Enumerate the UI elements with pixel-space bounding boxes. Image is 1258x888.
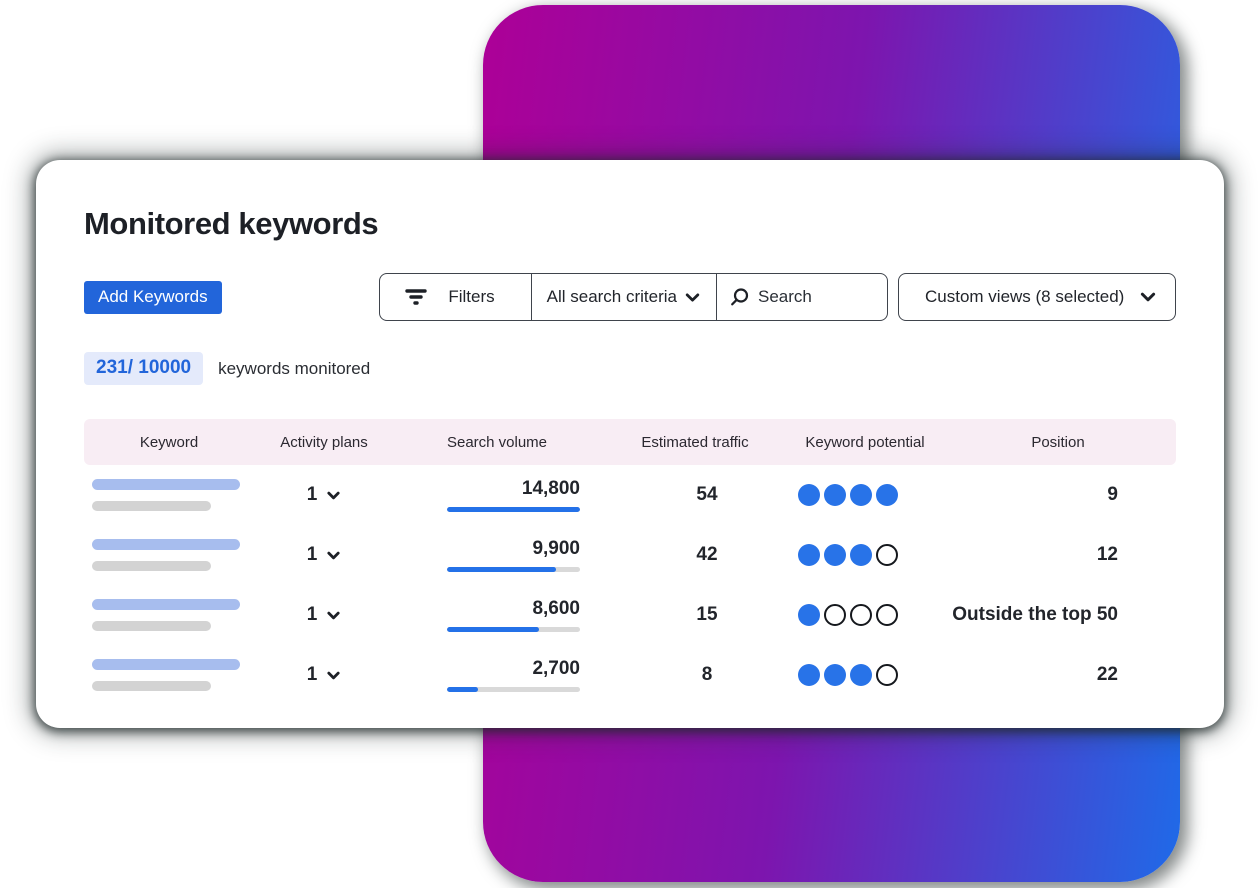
search-volume-cell: 2,700 [394, 658, 600, 692]
keyword-placeholder [84, 539, 254, 571]
filter-toolbar-group: Filters All search criteria [379, 273, 888, 321]
potential-dot-filled [798, 544, 820, 566]
column-header-search-volume: Search volume [446, 433, 548, 451]
potential-dot-filled [798, 604, 820, 626]
potential-dot-filled [798, 484, 820, 506]
search-volume-bar [447, 627, 580, 632]
monitored-keywords-card: Monitored keywords Add Keywords Filters … [36, 160, 1224, 728]
column-header-keyword-potential: Keyword potential [805, 433, 925, 451]
counter-label: keywords monitored [218, 358, 371, 378]
keyword-placeholder [84, 599, 254, 631]
search-box [716, 274, 887, 320]
custom-views-dropdown[interactable]: Custom views (8 selected) [898, 273, 1176, 321]
filter-lines-icon [405, 289, 428, 305]
potential-dot-filled [824, 544, 846, 566]
table-row: 1 9,900 42 12 [84, 525, 1176, 585]
search-volume-bar [447, 507, 580, 512]
estimated-traffic-value: 54 [696, 484, 718, 505]
chevron-down-icon [327, 551, 340, 559]
position-value: 12 [1096, 544, 1118, 565]
search-volume-value: 8,600 [532, 598, 580, 619]
table-row: 1 14,800 54 9 [84, 465, 1176, 525]
activity-plans-dropdown[interactable]: 1 [254, 664, 394, 686]
keyword-placeholder-bar-primary [92, 539, 240, 550]
magnifier-icon [731, 288, 749, 306]
keyword-placeholder-bar-secondary [92, 681, 211, 691]
table-row: 1 2,700 8 22 [84, 645, 1176, 705]
chevron-down-icon [1140, 292, 1156, 302]
keyword-placeholder [84, 479, 254, 511]
activity-plans-value: 1 [306, 604, 318, 625]
potential-dot-filled [824, 664, 846, 686]
custom-views-label: Custom views (8 selected) [925, 287, 1125, 306]
activity-plans-dropdown[interactable]: 1 [254, 604, 394, 626]
position-value: 22 [1096, 664, 1118, 685]
position-value: 9 [1107, 484, 1118, 505]
column-header-position: Position [1031, 433, 1085, 451]
chevron-down-icon [327, 671, 340, 679]
keyword-placeholder-bar-secondary [92, 561, 211, 571]
potential-dot-empty [876, 604, 898, 626]
potential-dot-empty [824, 604, 846, 626]
page-title: Monitored keywords [84, 206, 379, 241]
add-keywords-button[interactable]: Add Keywords [84, 280, 222, 314]
potential-dot-filled [798, 664, 820, 686]
column-header-activity-plans: Activity plans [280, 433, 368, 451]
counter-badge: 231/ 10000 [84, 352, 204, 385]
search-volume-value: 2,700 [532, 658, 580, 679]
estimated-traffic-value: 8 [701, 664, 713, 685]
chevron-down-icon [327, 491, 340, 499]
table-rows: 1 14,800 54 9 1 9,900 [84, 465, 1176, 705]
keyword-placeholder-bar-secondary [92, 621, 211, 631]
estimated-traffic-value: 15 [696, 604, 718, 625]
potential-dot-filled [850, 664, 872, 686]
keyword-potential-dots [790, 604, 940, 626]
filters-button[interactable]: Filters [380, 274, 530, 320]
keyword-potential-dots [790, 664, 940, 686]
chevron-down-icon [327, 611, 340, 619]
keyword-potential-dots [790, 484, 940, 506]
column-header-keyword: Keyword [139, 433, 199, 451]
toolbar: Add Keywords Filters All search criteria [84, 273, 1176, 321]
column-header-estimated-traffic: Estimated traffic [641, 433, 749, 451]
activity-plans-value: 1 [306, 484, 318, 505]
filters-label: Filters [448, 287, 495, 306]
keyword-placeholder [84, 659, 254, 691]
keyword-potential-dots [790, 544, 940, 566]
search-volume-cell: 9,900 [394, 538, 600, 572]
potential-dot-filled [850, 544, 872, 566]
activity-plans-value: 1 [306, 664, 318, 685]
potential-dot-empty [850, 604, 872, 626]
table-header: Keyword Activity plans Search volume Est… [84, 419, 1176, 465]
keywords-table: Keyword Activity plans Search volume Est… [84, 419, 1176, 705]
position-value: Outside the top 50 [952, 604, 1118, 625]
potential-dot-filled [824, 484, 846, 506]
chevron-down-icon [685, 292, 700, 302]
search-volume-value: 9,900 [532, 538, 580, 559]
search-input[interactable] [758, 287, 876, 307]
search-volume-cell: 14,800 [394, 478, 600, 512]
keyword-placeholder-bar-primary [92, 479, 240, 490]
search-volume-cell: 8,600 [394, 598, 600, 632]
search-volume-bar [447, 567, 580, 572]
search-volume-value: 14,800 [521, 478, 580, 499]
activity-plans-dropdown[interactable]: 1 [254, 544, 394, 566]
activity-plans-value: 1 [306, 544, 318, 565]
potential-dot-filled [850, 484, 872, 506]
potential-dot-empty [876, 664, 898, 686]
search-criteria-dropdown[interactable]: All search criteria [530, 274, 716, 320]
activity-plans-dropdown[interactable]: 1 [254, 484, 394, 506]
table-row: 1 8,600 15 Outside the top 50 [84, 585, 1176, 645]
keyword-placeholder-bar-primary [92, 659, 240, 670]
potential-dot-filled [876, 484, 898, 506]
estimated-traffic-value: 42 [696, 544, 718, 565]
potential-dot-empty [876, 544, 898, 566]
search-criteria-value: All search criteria [546, 287, 677, 306]
keyword-placeholder-bar-primary [92, 599, 240, 610]
keyword-placeholder-bar-secondary [92, 501, 211, 511]
search-volume-bar [447, 687, 580, 692]
keywords-counter: 231/ 10000 keywords monitored [84, 352, 1176, 385]
